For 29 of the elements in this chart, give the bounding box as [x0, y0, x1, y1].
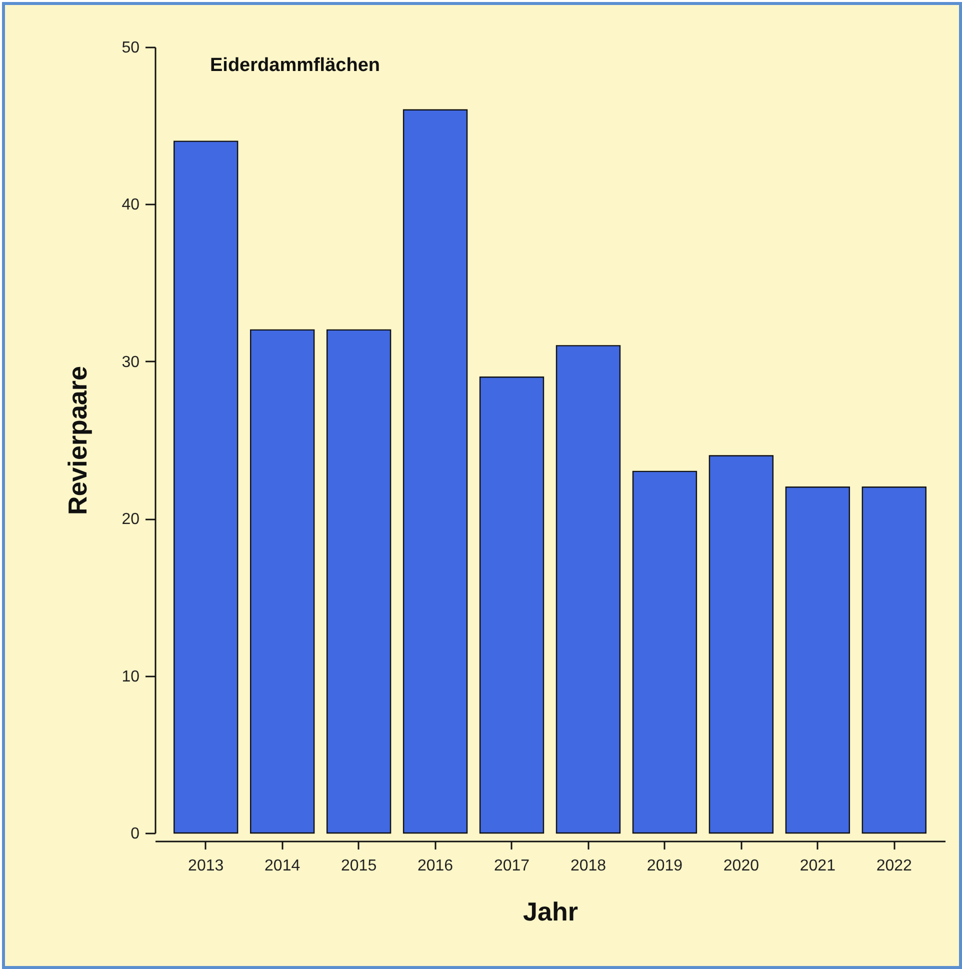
- y-tick-label: 50: [122, 40, 140, 56]
- bar: [250, 329, 315, 834]
- x-tick-label: 2016: [417, 858, 454, 874]
- bar: [402, 109, 468, 834]
- x-tick-label: 2015: [341, 858, 377, 874]
- chart-title: Eiderdammflächen: [210, 55, 380, 76]
- bar: [708, 455, 774, 834]
- bar: [174, 140, 238, 834]
- bar: [862, 486, 926, 834]
- x-tick-label: 2013: [188, 858, 224, 874]
- x-tick-label: 2022: [876, 858, 912, 874]
- y-tick-label: 10: [122, 668, 140, 686]
- x-tick-label: 2014: [264, 858, 300, 874]
- x-tick-label: 2019: [646, 858, 683, 874]
- bar: [556, 345, 621, 834]
- y-axis-title: Revierpaare: [62, 366, 93, 515]
- bar: [479, 376, 544, 834]
- y-tick-label: 40: [122, 196, 140, 214]
- bar: [326, 329, 392, 834]
- x-tick-label: 2020: [723, 858, 760, 874]
- x-tick-label: 2018: [570, 858, 606, 874]
- bar: [785, 486, 850, 834]
- y-tick-label: 30: [122, 354, 140, 371]
- x-axis-title: Jahr: [523, 896, 578, 926]
- x-tick-label: 2021: [800, 858, 836, 874]
- y-tick-label: 20: [122, 511, 140, 528]
- y-tick-label: 0: [130, 826, 140, 842]
- bar: [632, 470, 698, 834]
- x-tick-label: 2017: [494, 858, 530, 874]
